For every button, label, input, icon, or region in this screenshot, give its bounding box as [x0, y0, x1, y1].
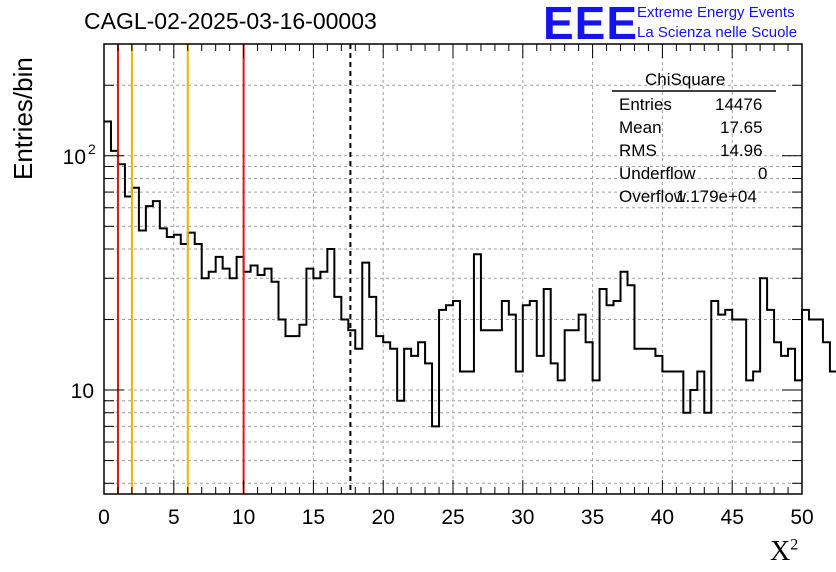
x-tick-label: 50	[790, 506, 813, 529]
x-tick-label: 45	[721, 506, 744, 529]
x-tick-label: 0	[98, 506, 110, 529]
x-tick-label: 20	[372, 506, 395, 529]
x-tick-label: 25	[441, 506, 464, 529]
grid-lines	[104, 44, 802, 494]
x-tick-label: 30	[511, 506, 534, 529]
run-title: CAGL-02-2025-03-16-00003	[84, 8, 377, 34]
histogram-series	[104, 120, 836, 428]
y-tick-label: 10	[71, 380, 94, 403]
x-axis-label-base: X	[770, 536, 791, 567]
y-ticks	[104, 84, 802, 484]
stat-value-mean: 17.65	[720, 118, 763, 137]
stat-value-rms: 14.96	[720, 141, 763, 160]
x-tick-label: 15	[302, 506, 325, 529]
logo-line-2: La Scienza nelle Scuole	[637, 24, 798, 41]
stat-label-overflow: Overflow	[619, 187, 687, 206]
y-tick-label-exponent: 2	[88, 141, 96, 157]
stat-label-rms: RMS	[619, 141, 657, 160]
logo-line-1: Extreme Energy Events	[637, 4, 795, 21]
eee-logo: EEE	[543, 0, 639, 49]
stat-value-entries: 14476	[715, 95, 763, 114]
stat-label-mean: Mean	[619, 118, 662, 137]
x-tick-label: 35	[581, 506, 604, 529]
x-tick-label: 5	[168, 506, 180, 529]
stats-title: ChiSquare	[645, 70, 726, 89]
x-axis-label-exponent: 2	[790, 536, 799, 554]
y-axis-label: Entries/bin	[8, 57, 38, 180]
x-axis-label: X2	[770, 536, 798, 568]
stat-label-entries: Entries	[619, 95, 672, 114]
y-tick-label: 10	[63, 146, 86, 169]
stat-label-underflow: Underflow	[619, 164, 696, 183]
x-ticks	[103, 44, 803, 494]
stat-value-overflow: 1.179e+04	[676, 187, 757, 206]
x-tick-label: 10	[232, 506, 255, 529]
x-tick-label: 40	[651, 506, 674, 529]
stat-value-underflow: 0	[758, 164, 768, 183]
